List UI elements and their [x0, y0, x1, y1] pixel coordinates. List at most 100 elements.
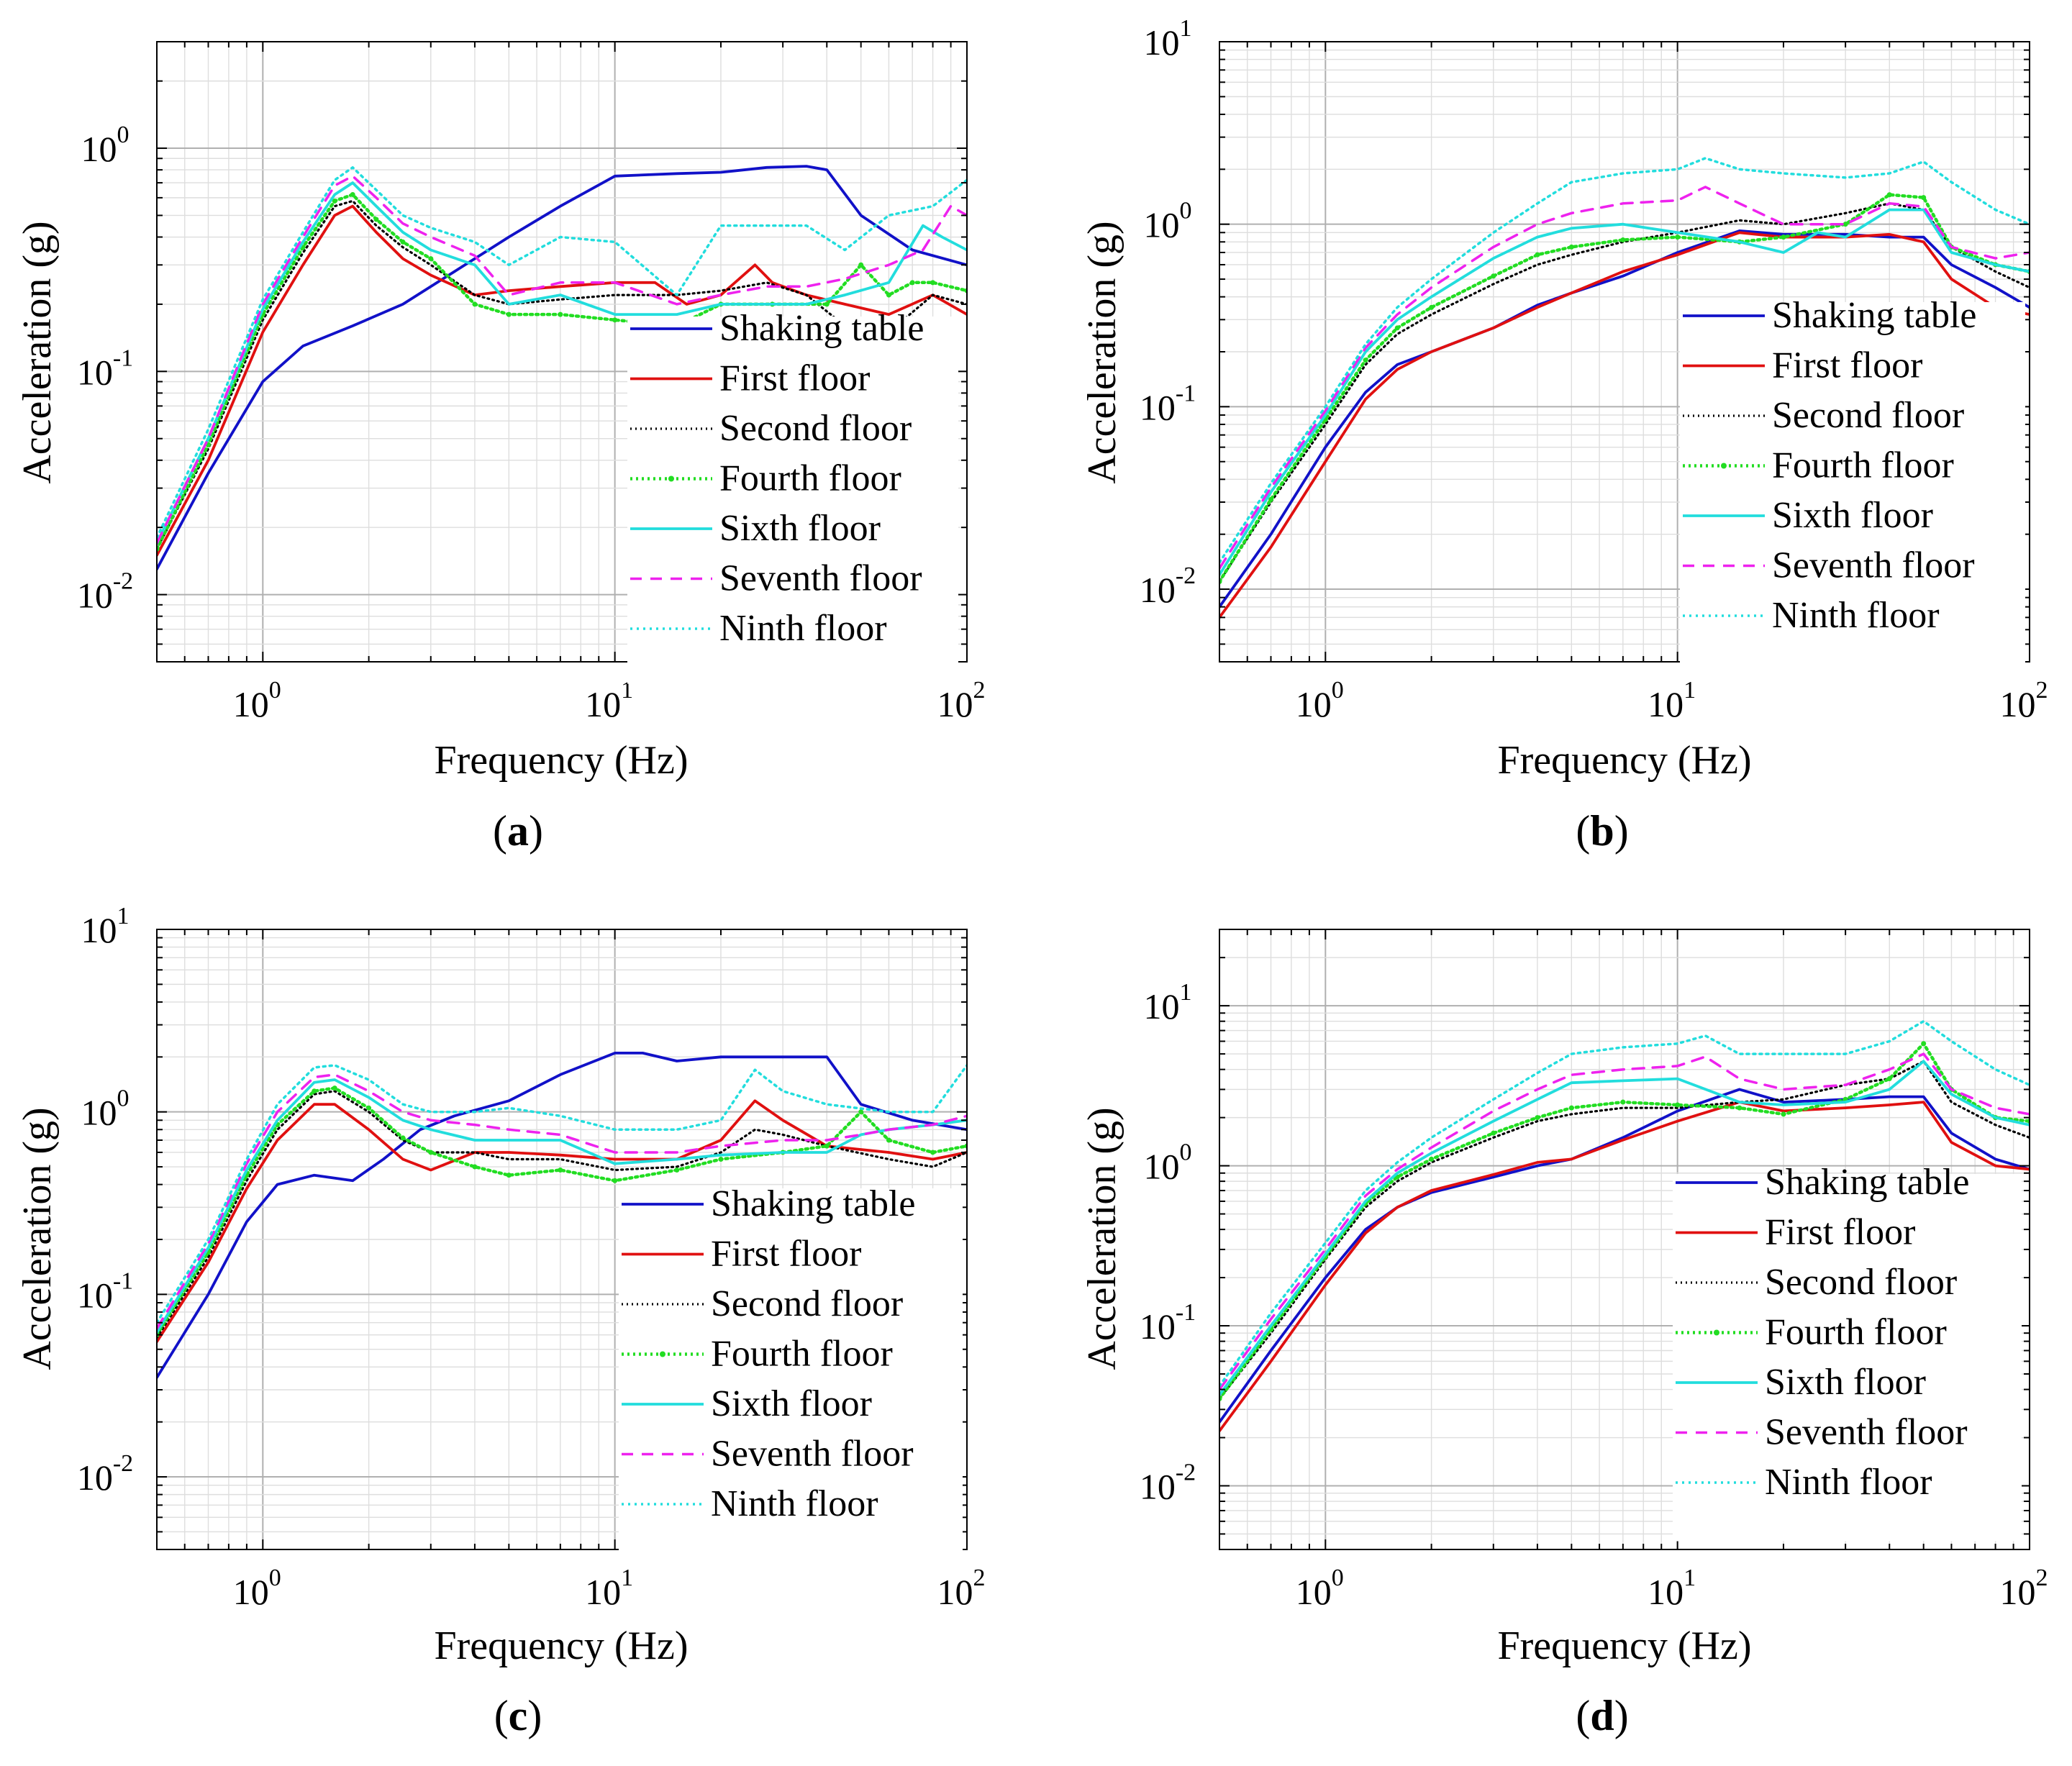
- legend-entry-label: Fourth floor: [711, 1334, 893, 1375]
- series-marker: [472, 1164, 478, 1170]
- x-tick-label: 101: [1648, 1565, 1696, 1612]
- x-tick-exponent: 1: [621, 1565, 633, 1591]
- y-tick-base: 10: [77, 1275, 113, 1315]
- series-marker: [332, 198, 337, 204]
- series-line-second-floor: [1219, 1060, 2030, 1401]
- series-line-ninth-floor: [157, 166, 967, 540]
- legend-entry-label: Ninth floor: [719, 608, 887, 649]
- caption-letter: d: [1590, 1692, 1614, 1739]
- series-marker: [1781, 1111, 1786, 1117]
- series-marker: [612, 317, 618, 323]
- series-marker: [1675, 1102, 1681, 1108]
- series-line-shaking-table: [157, 1052, 967, 1379]
- y-tick-base: 10: [81, 129, 117, 169]
- legend-swatch-marker: [668, 475, 674, 482]
- series-marker: [612, 1178, 618, 1183]
- y-tick-base: 10: [1144, 1147, 1180, 1187]
- y-tick-label: 10-1: [77, 345, 133, 392]
- y-tick-exponent: 0: [117, 122, 130, 148]
- y-tick-exponent: 1: [1180, 15, 1192, 42]
- x-tick-exponent: 2: [2036, 1565, 2048, 1591]
- caption-open-paren: (: [1576, 807, 1590, 855]
- legend-entry-label: Sixth floor: [719, 508, 881, 549]
- series-marker: [930, 280, 936, 286]
- y-tick-base: 10: [77, 575, 113, 616]
- series-line-ninth-floor: [1219, 157, 2030, 564]
- series-marker: [1781, 235, 1786, 240]
- x-tick-exponent: 2: [2036, 677, 2048, 704]
- legend-swatch-marker: [1721, 463, 1727, 469]
- caption-letter: a: [507, 807, 529, 855]
- x-axis-label: Frequency (Hz): [435, 1624, 689, 1668]
- legend-entry-label: Shaking table: [719, 308, 924, 349]
- y-tick-exponent: -1: [113, 1267, 133, 1294]
- series-line-ninth-floor: [1219, 1019, 2030, 1388]
- series-line-first-floor: [157, 204, 967, 557]
- y-tick-base: 10: [81, 910, 117, 950]
- x-tick-label: 100: [233, 1565, 281, 1612]
- series-marker: [1568, 1105, 1574, 1111]
- panel-caption: (b): [1576, 807, 1628, 855]
- axes-frame: [1219, 929, 2030, 1550]
- legend-entry-label: Shaking table: [1765, 1162, 1970, 1203]
- series-marker: [1620, 1099, 1626, 1105]
- tick-marks: [1219, 929, 2030, 1550]
- x-tick-exponent: 0: [1332, 1565, 1344, 1591]
- panel-caption: (d): [1576, 1692, 1628, 1739]
- legend-swatch-marker: [1714, 1329, 1719, 1336]
- series-marker: [428, 1150, 434, 1155]
- gridlines: [1219, 41, 2030, 663]
- series-marker: [400, 1135, 406, 1141]
- series-marker: [930, 1150, 936, 1155]
- legend-entry-label: Ninth floor: [711, 1483, 878, 1524]
- series-marker: [718, 1157, 724, 1162]
- y-tick-label: 101: [1144, 15, 1192, 63]
- series-marker: [1675, 235, 1681, 240]
- y-tick-base: 10: [1140, 570, 1176, 610]
- y-tick-exponent: -1: [1176, 1299, 1196, 1326]
- y-tick-label: 10-2: [77, 568, 133, 616]
- caption-open-paren: (: [494, 1692, 509, 1739]
- x-tick-base: 10: [585, 684, 621, 724]
- caption-letter: c: [509, 1692, 528, 1739]
- x-tick-base: 10: [1296, 1572, 1332, 1612]
- caption-open-paren: (: [1576, 1692, 1590, 1739]
- y-tick-label: 10-1: [77, 1267, 133, 1315]
- legend-entry-label: Seventh floor: [711, 1434, 914, 1475]
- legend-entry-label: Seventh floor: [1765, 1412, 1968, 1453]
- legend-box: [1680, 302, 2025, 670]
- x-tick-base: 10: [937, 684, 973, 724]
- series-marker: [558, 1168, 563, 1173]
- series-marker: [1886, 192, 1892, 198]
- series-marker: [886, 1137, 891, 1143]
- legend-entry-label: Sixth floor: [1772, 495, 1933, 536]
- series-marker: [1535, 1115, 1540, 1121]
- series-marker: [1429, 1156, 1435, 1162]
- series-line-second-floor: [157, 1090, 967, 1339]
- y-tick-base: 10: [1140, 1466, 1176, 1506]
- caption-open-paren: (: [493, 807, 507, 855]
- legend-entry-label: First floor: [1765, 1212, 1915, 1253]
- series-marker: [1363, 358, 1368, 363]
- y-tick-label: 100: [81, 122, 130, 169]
- series-line-sixth-floor: [1219, 1060, 2030, 1396]
- x-axis-label: Frequency (Hz): [1498, 738, 1752, 783]
- series-marker: [332, 1085, 337, 1091]
- caption-letter: b: [1590, 807, 1614, 855]
- series-marker: [1737, 1105, 1742, 1111]
- caption-close-paren: ): [1614, 807, 1629, 855]
- series-group: [1219, 1019, 2030, 1433]
- series-line-shaking-table: [1219, 1088, 2030, 1424]
- y-tick-base: 10: [1140, 387, 1176, 427]
- legend-entry-label: Fourth floor: [719, 458, 901, 499]
- x-tick-label: 100: [233, 677, 281, 724]
- caption-close-paren: ): [1614, 1692, 1629, 1739]
- y-tick-label: 101: [1144, 979, 1192, 1027]
- y-axis-label: Acceleration (g): [15, 221, 60, 483]
- legend-entry-label: Fourth floor: [1772, 445, 1954, 486]
- series-marker: [1429, 304, 1435, 310]
- legend-entry-label: Ninth floor: [1772, 595, 1940, 636]
